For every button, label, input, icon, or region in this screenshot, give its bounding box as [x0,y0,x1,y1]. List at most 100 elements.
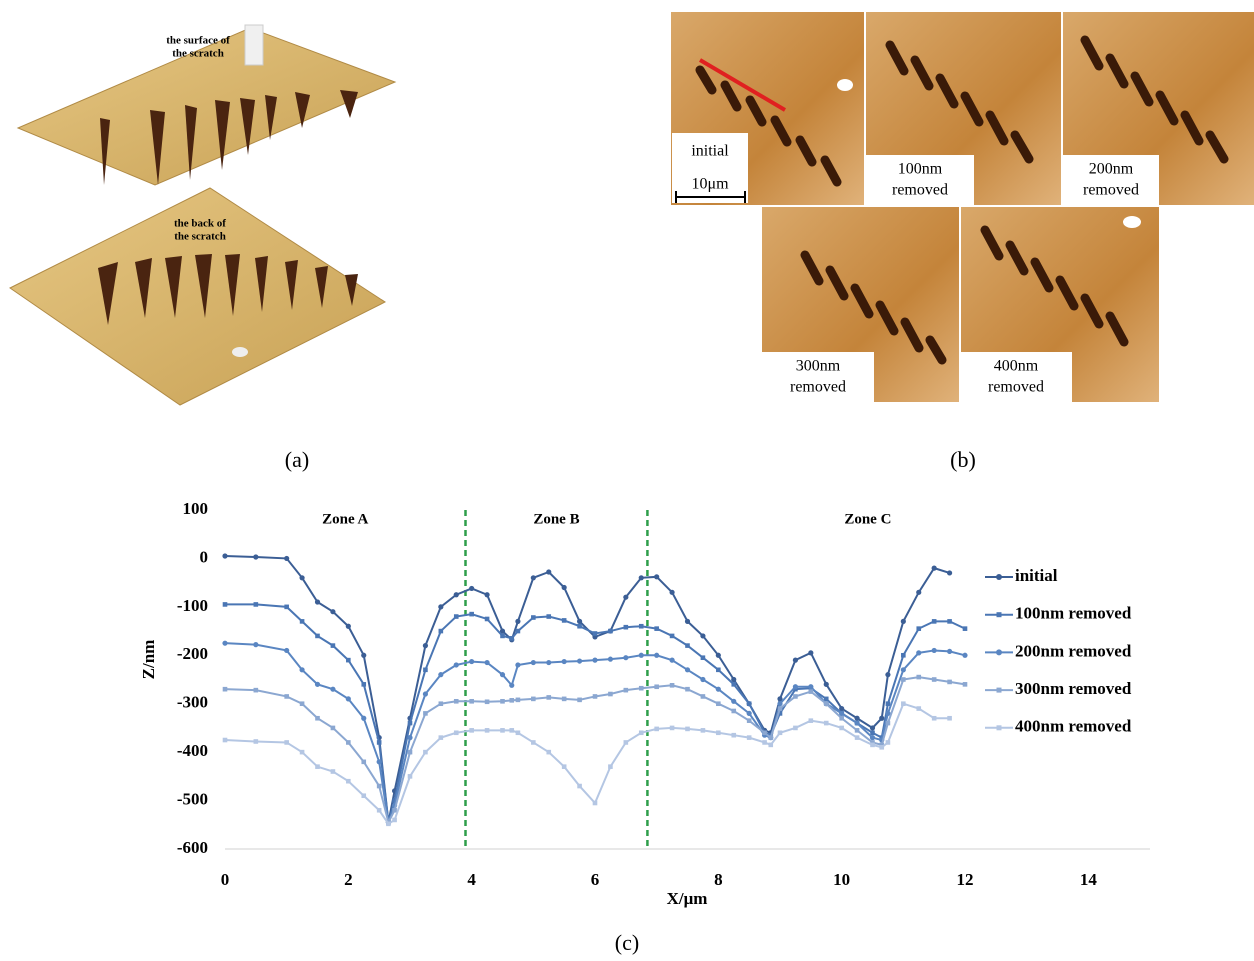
point [654,574,659,579]
point [839,716,844,721]
annotation: the back of [174,218,226,230]
point [300,701,305,706]
point [932,566,937,571]
tile-label: initial [691,143,729,160]
point [855,735,860,740]
point [284,694,289,699]
y-tick-label: -600 [177,838,208,857]
figure: the surface ofthe scratchthe back ofthe … [0,0,1254,961]
point [747,718,752,723]
point [624,625,629,630]
point [377,759,382,764]
point [469,728,474,733]
point [778,730,783,735]
point [963,682,968,687]
point [685,619,690,624]
point [377,808,382,813]
point [855,728,860,733]
point [331,769,336,774]
x-axis-label: X/μm [667,889,708,908]
point [670,726,675,731]
point [916,650,921,655]
point [284,648,289,653]
point [300,619,305,624]
point [284,556,289,561]
x-tick-label: 6 [591,870,600,889]
point [670,683,675,688]
point [824,701,829,706]
point [331,643,336,648]
point [546,695,551,700]
point [500,634,505,639]
point [361,716,366,721]
point [546,660,551,665]
point [777,701,782,706]
zone-label: Zone C [844,511,891,527]
point [222,553,227,558]
point [639,624,644,629]
point [731,699,736,704]
point [747,701,752,706]
legend-marker [997,725,1002,730]
point [916,675,921,680]
point [516,629,521,634]
point [577,698,582,703]
point [608,764,613,769]
point [793,684,798,689]
point [916,590,921,595]
point [916,626,921,631]
point [716,653,721,658]
point [577,619,582,624]
zone-label: Zone B [533,511,579,527]
legend-marker [996,574,1002,580]
point [408,721,413,726]
y-tick-label: -500 [177,789,208,808]
annotation: the scratch [174,231,226,243]
point [716,687,721,692]
point [824,682,829,687]
point [885,672,890,677]
point [330,609,335,614]
point [962,653,967,658]
point [870,735,875,740]
point [546,569,551,574]
tile-label: 100nm [898,161,943,178]
tile-label: removed [790,379,846,396]
point [824,721,829,726]
point [516,698,521,703]
point [500,672,505,677]
point [454,614,459,619]
point [932,648,937,653]
legend-label: 300nm removed [1015,679,1132,698]
point [407,735,412,740]
point [408,774,413,779]
point [254,688,259,693]
point [793,658,798,663]
point [315,634,320,639]
point [377,784,382,789]
point [623,595,628,600]
annotation: the scratch [172,48,224,60]
point [531,740,536,745]
x-tick-label: 10 [833,870,850,889]
point [346,624,351,629]
point [716,701,721,706]
point [870,743,875,748]
point [608,692,613,697]
point [701,655,706,660]
point [623,655,628,660]
zone-label: Zone A [322,511,368,527]
point [284,605,289,610]
point [901,677,906,682]
point [639,575,644,580]
point [639,730,644,735]
point [947,619,952,624]
point [515,662,520,667]
point [879,716,884,721]
point [901,653,906,658]
point [386,822,391,827]
x-tick-label: 4 [467,870,476,889]
point [747,711,752,716]
point [947,716,952,721]
y-tick-label: -400 [177,741,208,760]
